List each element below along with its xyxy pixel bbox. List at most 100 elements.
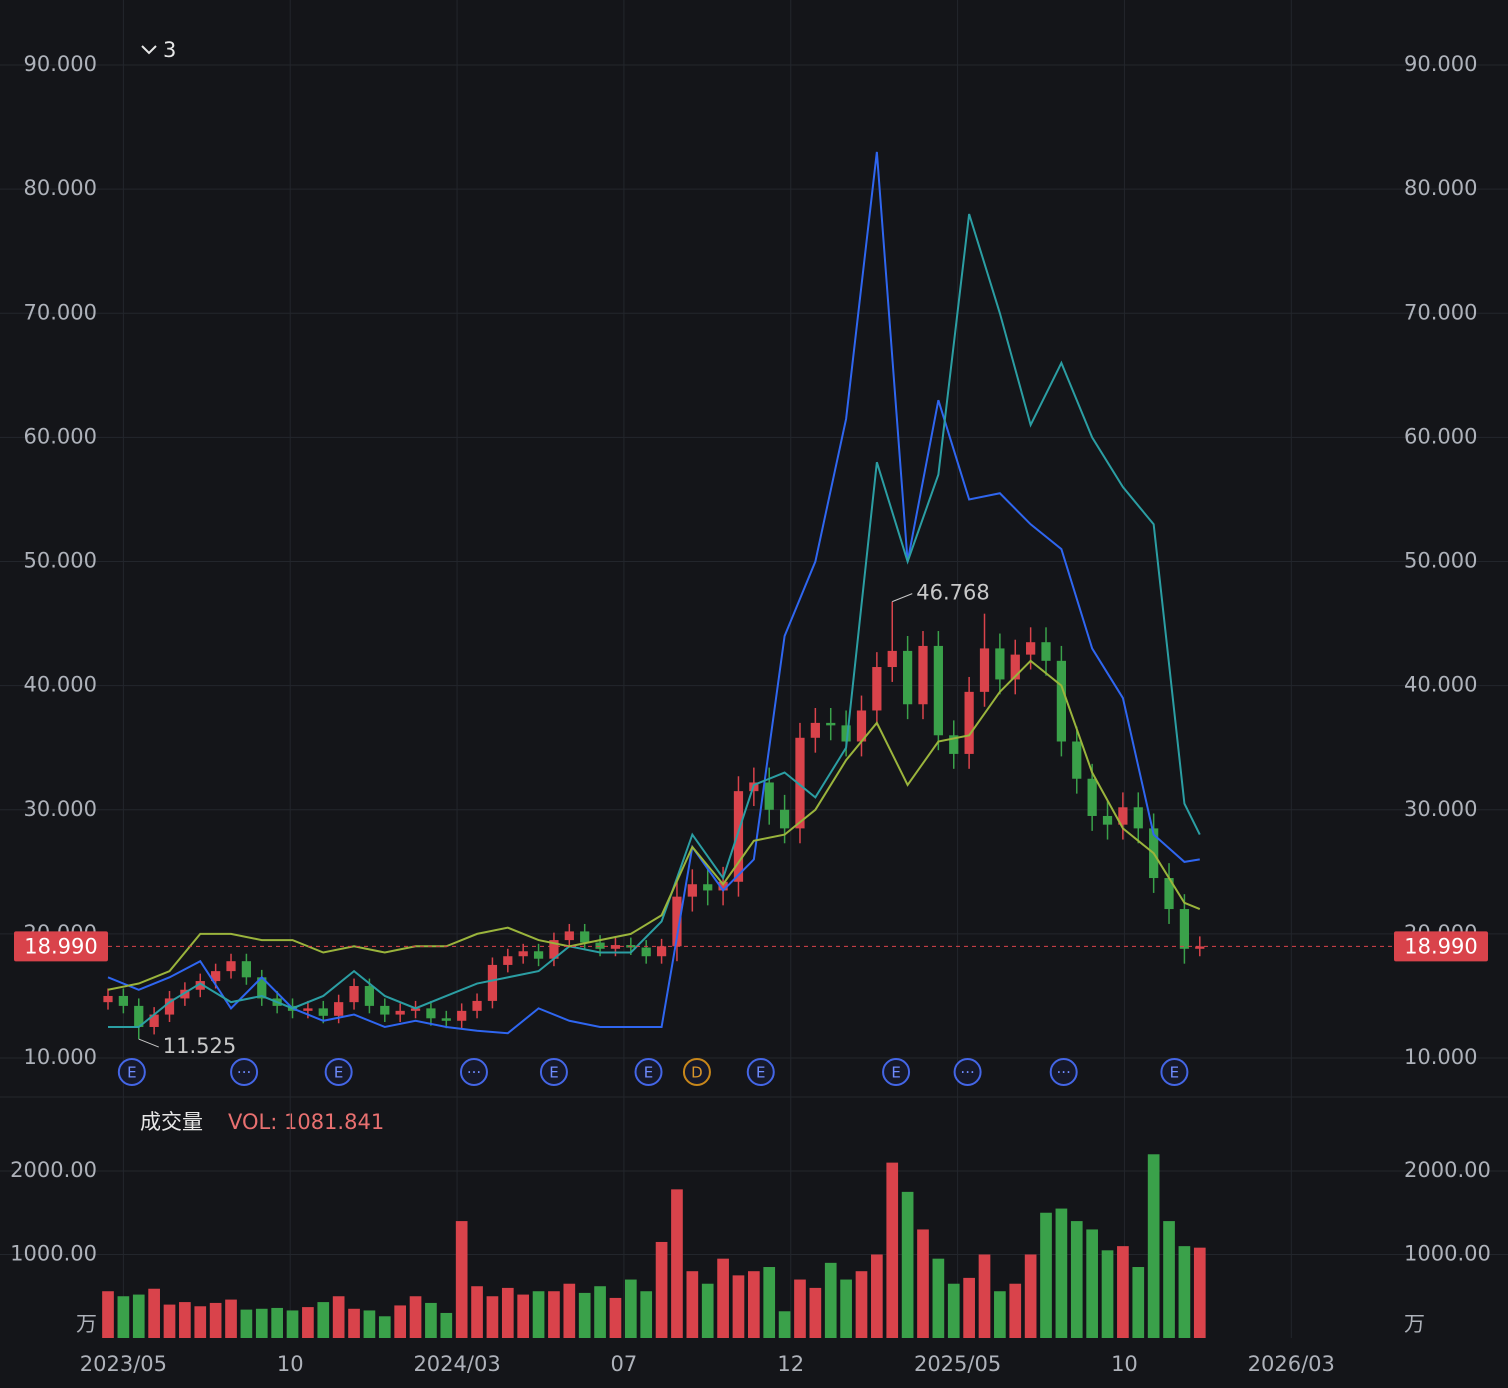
candle-body	[872, 667, 882, 711]
x-tick-label: 12	[777, 1352, 804, 1376]
y-tick-label: 80.000	[24, 176, 97, 200]
y-tick-label: 2000.00	[1404, 1158, 1491, 1182]
event-circle	[459, 1058, 488, 1086]
volume-bar	[855, 1271, 868, 1338]
candle-body	[533, 951, 544, 959]
y-tick-label: 60.000	[1404, 424, 1477, 448]
volume-bar	[963, 1277, 975, 1338]
event-circle	[746, 1058, 775, 1086]
y-tick-label: 30.000	[24, 797, 97, 821]
volume-bar	[978, 1254, 991, 1338]
event-label: ···	[467, 1064, 481, 1082]
event-marker[interactable]: D	[682, 1058, 711, 1086]
volume-bar	[378, 1316, 391, 1338]
indicator-count[interactable]: 3	[163, 38, 176, 62]
event-label: E	[756, 1064, 765, 1082]
candle-body	[979, 648, 990, 692]
volume-bar	[1163, 1221, 1175, 1338]
volume-bar	[548, 1291, 560, 1338]
candle-body	[779, 809, 790, 829]
event-label: E	[1170, 1064, 1179, 1082]
candle-body	[1179, 909, 1190, 949]
x-tick-label: 10	[277, 1352, 304, 1376]
event-label: E	[891, 1064, 900, 1082]
y-tick-label: 90.000	[1404, 52, 1477, 76]
candle-body	[672, 896, 682, 947]
volume-bar	[640, 1291, 653, 1338]
volume-bar	[840, 1279, 852, 1338]
overlay-line	[107, 659, 1201, 991]
volume-bar	[102, 1291, 114, 1338]
candle-body	[518, 951, 528, 957]
volume-unit: 万	[1404, 1312, 1425, 1336]
event-marker[interactable]: ···	[230, 1058, 259, 1086]
candle-body	[856, 710, 867, 742]
candle-body	[795, 737, 805, 829]
volume-bar	[425, 1302, 437, 1338]
volume-bar	[240, 1309, 253, 1338]
volume-bar	[947, 1283, 960, 1338]
volume-bar	[1040, 1212, 1052, 1338]
event-marker[interactable]: E	[117, 1058, 146, 1086]
volume-bar	[994, 1291, 1006, 1338]
volume-bar	[794, 1279, 806, 1338]
volume-bar	[194, 1306, 207, 1338]
volume-bar	[1009, 1283, 1022, 1338]
volume-bar	[763, 1267, 776, 1338]
volume-bar	[901, 1191, 914, 1338]
candle-body	[380, 1005, 390, 1015]
volume-bar	[363, 1310, 376, 1338]
candle-body	[995, 648, 1005, 680]
candle-body	[180, 989, 190, 999]
candle-body	[918, 645, 928, 705]
event-marker[interactable]: E	[746, 1058, 775, 1086]
event-marker[interactable]: E	[539, 1058, 568, 1086]
event-marker[interactable]: ···	[1049, 1058, 1078, 1086]
candle-body	[764, 782, 774, 810]
volume-bar	[748, 1271, 760, 1338]
candle-body	[810, 722, 820, 738]
event-marker[interactable]: E	[1160, 1058, 1189, 1086]
candle-body	[118, 995, 128, 1006]
candle-body	[641, 947, 651, 957]
event-marker[interactable]: ···	[459, 1058, 488, 1086]
y-tick-label: 30.000	[1404, 797, 1477, 821]
volume-bar	[271, 1307, 283, 1338]
volume-bar	[1147, 1154, 1160, 1338]
event-label: ···	[960, 1064, 974, 1082]
volume-bar	[917, 1229, 929, 1338]
annotation-label: 46.768	[916, 581, 989, 605]
volume-bar	[563, 1283, 576, 1338]
candle-body	[1072, 741, 1082, 779]
volume-bar	[455, 1221, 468, 1338]
candle-body	[334, 1002, 344, 1016]
candle-body	[718, 881, 728, 891]
event-marker[interactable]: E	[882, 1058, 911, 1086]
collapse-chevron[interactable]	[141, 45, 157, 55]
event-marker[interactable]: E	[634, 1058, 663, 1086]
candle-body	[410, 1008, 421, 1011]
candle-body	[733, 791, 744, 882]
volume-bar	[332, 1296, 345, 1338]
candle-body	[503, 956, 513, 965]
volume-bar	[1117, 1246, 1129, 1338]
candle-body	[1010, 654, 1020, 680]
candle-body	[149, 1014, 159, 1027]
candle-body	[395, 1010, 405, 1015]
x-tick-label: 07	[611, 1352, 638, 1376]
candle-body	[687, 884, 697, 897]
candle-body	[1087, 778, 1097, 816]
event-marker[interactable]: ···	[953, 1058, 982, 1086]
event-marker[interactable]: E	[324, 1058, 353, 1086]
volume-bar	[609, 1297, 622, 1338]
candle-body	[472, 1000, 482, 1011]
volume-legend: VOL: 1081.841	[228, 1110, 384, 1134]
candle-body	[656, 946, 667, 957]
candle-body	[826, 722, 836, 726]
event-circle	[634, 1058, 663, 1086]
candle-body	[318, 1008, 328, 1016]
volume-bar	[440, 1312, 453, 1338]
